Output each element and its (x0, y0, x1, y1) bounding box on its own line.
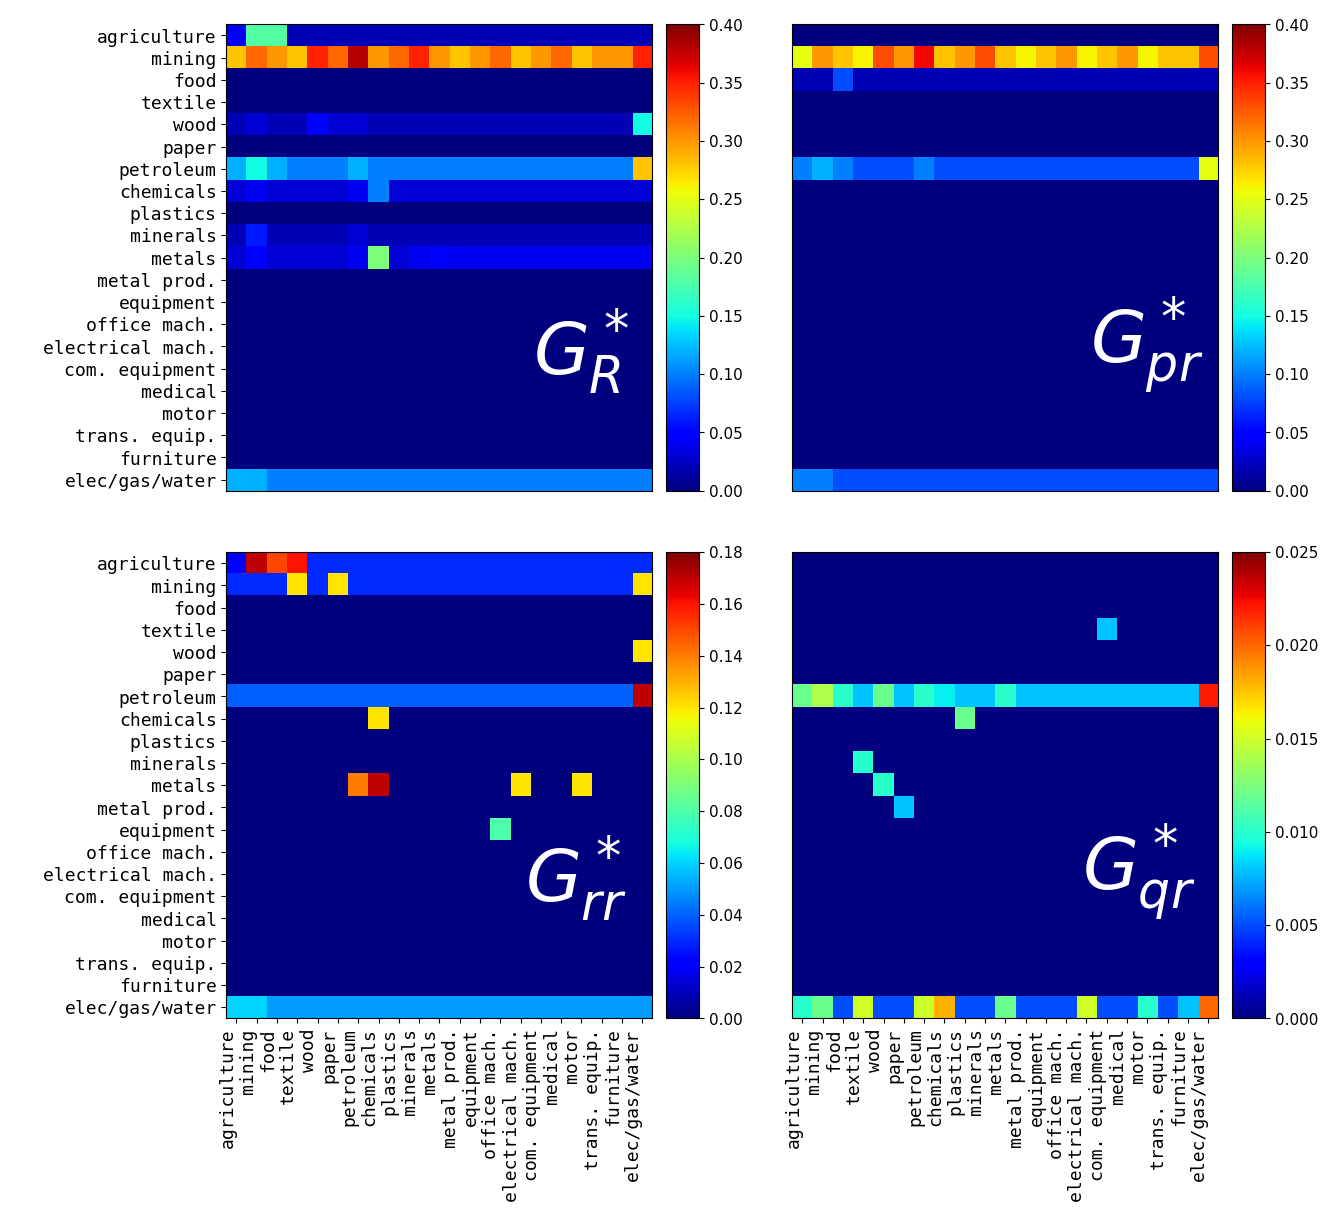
Text: $G^*_{pr}$: $G^*_{pr}$ (1090, 294, 1203, 398)
Text: $G^*_{rr}$: $G^*_{rr}$ (524, 833, 627, 925)
Text: $G^*_{qr}$: $G^*_{qr}$ (1082, 822, 1195, 925)
Text: $G^*_R$: $G^*_R$ (532, 306, 630, 398)
